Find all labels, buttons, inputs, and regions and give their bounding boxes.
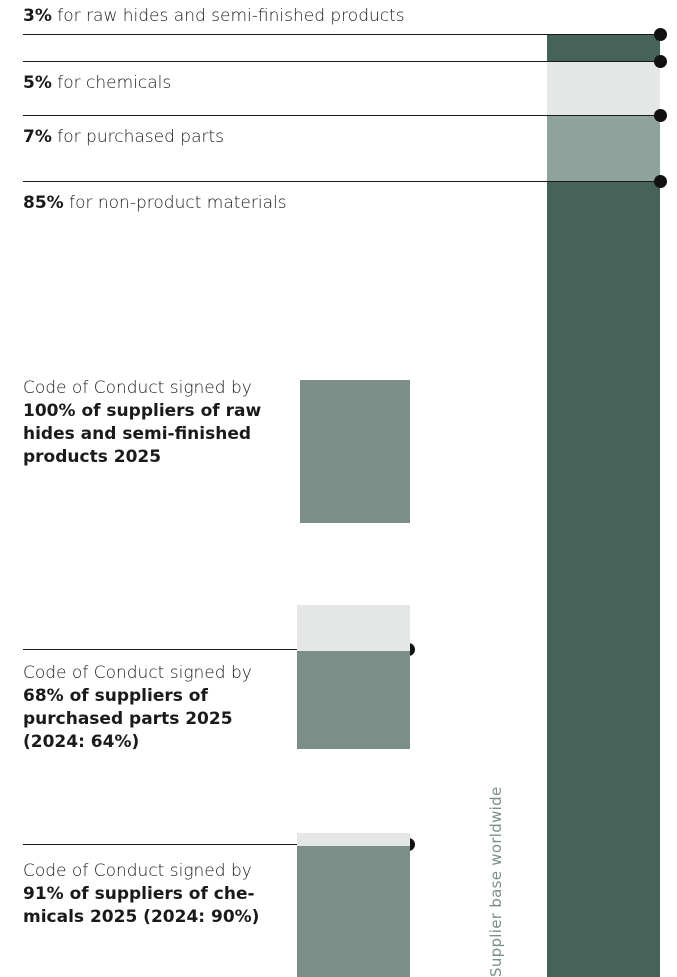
coc-parts-bar — [297, 651, 410, 749]
leader-line-purchased-parts — [23, 115, 660, 116]
breakdown-chemicals: 5% for chemicals — [23, 73, 172, 93]
stacked-bar-segment-chemicals — [547, 61, 660, 115]
coc-parts-text: Code of Conduct signed by 68% of supplie… — [23, 662, 293, 754]
coc-parts-leader-line — [23, 649, 408, 650]
coc-chem-value: 91% of suppliers of che-micals 2025 (202… — [23, 884, 260, 927]
leader-line-raw-hides — [23, 34, 660, 35]
supplier-base-label: Supplier base worldwide — [487, 786, 505, 977]
coc-chem-leader-line — [23, 844, 408, 845]
leader-dot-chemicals — [654, 55, 667, 68]
coc-chem-bar — [297, 846, 410, 977]
stacked-bar-segment-non-product — [547, 181, 660, 977]
leader-dot-raw-hides — [654, 28, 667, 41]
coc-chem-text: Code of Conduct signed by 91% of supplie… — [23, 860, 293, 929]
breakdown-raw-hides: 3% for raw hides and semi-finished produ… — [23, 6, 405, 26]
stacked-bar-segment-purchased-parts — [547, 115, 660, 181]
coc-parts-value: 68% of suppliers of purchased parts 2025… — [23, 686, 233, 752]
coc-parts-lead: Code of Conduct signed by — [23, 663, 252, 683]
coc-raw-hides-value: 100% of suppliers of raw hides and semi-… — [23, 401, 262, 467]
stacked-bar-segment-raw-hides — [547, 34, 660, 61]
leader-dot-purchased-parts — [654, 109, 667, 122]
coc-raw-hides-bar — [300, 380, 410, 523]
breakdown-non-product: 85% for non-product materials — [23, 193, 287, 213]
coc-raw-hides-text: Code of Conduct signed by 100% of suppli… — [23, 377, 293, 469]
leader-line-chemicals — [23, 61, 660, 62]
leader-line-non-product — [23, 181, 660, 182]
leader-dot-non-product — [654, 175, 667, 188]
coc-chem-lead: Code of Conduct signed by — [23, 861, 252, 881]
breakdown-purchased-parts: 7% for purchased parts — [23, 127, 225, 147]
coc-raw-hides-lead: Code of Conduct signed by — [23, 378, 252, 398]
